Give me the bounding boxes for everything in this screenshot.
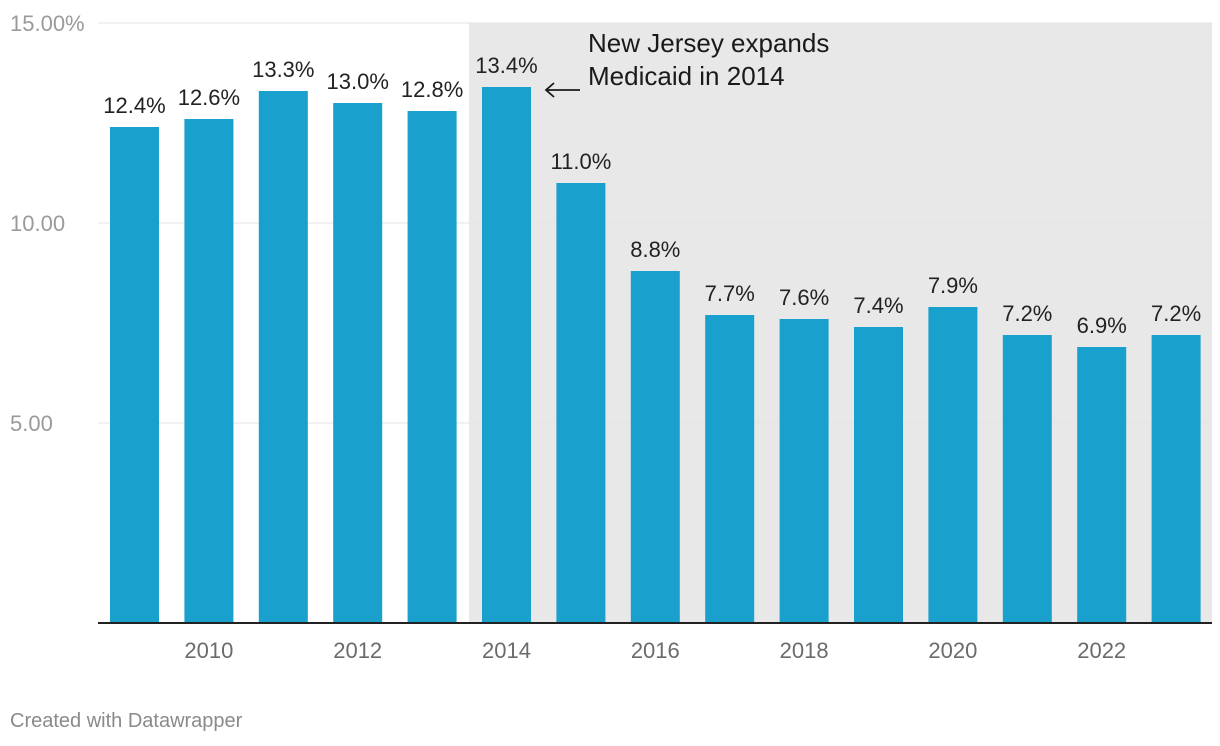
bar-2012 [333, 103, 383, 623]
x-axis-tick-labels: 2010 2012 2014 2016 2018 2020 2022 [184, 638, 1126, 663]
annotation-text-line-1: New Jersey expands [588, 28, 829, 58]
x-tick-label-2012: 2012 [333, 638, 382, 663]
value-label-2014: 13.4% [475, 53, 537, 78]
bars [110, 87, 1201, 623]
bar-2018 [779, 319, 829, 623]
bar-2014 [482, 87, 531, 623]
y-tick-label: 10.00 [10, 211, 65, 236]
x-tick-label-2010: 2010 [184, 638, 233, 663]
credit-text: Created with Datawrapper [10, 710, 243, 732]
bar-2021 [1002, 335, 1052, 623]
bar-2009 [110, 127, 159, 623]
y-tick-label: 15.00% [10, 11, 85, 36]
x-tick-label-2014: 2014 [482, 638, 531, 663]
value-label-2015: 11.0% [551, 149, 612, 174]
value-label-2009: 12.4% [103, 93, 165, 118]
value-label-2012: 13.0% [327, 69, 389, 94]
bar-2019 [854, 327, 903, 623]
value-label-2022: 6.9% [1077, 313, 1127, 338]
bar-value-labels: 12.4% 12.6% 13.3% 13.0% 12.8% 13.4% 11.0% 8.8% 7… [103, 53, 1201, 338]
annotation: New Jersey expands Medicaid in 2014 [544, 28, 829, 98]
value-label-2021: 7.2% [1002, 301, 1052, 326]
bar-2020 [928, 307, 978, 623]
bar-2016 [630, 271, 680, 623]
value-label-2016: 8.8% [630, 237, 680, 262]
bar-2017 [705, 315, 755, 623]
value-label-2020: 7.9% [928, 273, 978, 298]
bar-2010 [184, 119, 234, 623]
x-tick-label-2018: 2018 [780, 638, 829, 663]
x-tick-label-2016: 2016 [631, 638, 680, 663]
value-label-2011: 13.3% [252, 57, 314, 82]
value-label-2018: 7.6% [779, 285, 829, 310]
x-tick-label-2020: 2020 [928, 638, 977, 663]
bar-chart: 5.00 10.00 15.00% 12.4% 12.6% 13.3% 13.0% 12.8… [10, 11, 1212, 663]
bar-2015 [556, 183, 606, 623]
y-axis-tick-labels: 5.00 10.00 15.00% [10, 11, 85, 436]
bar-2013 [407, 111, 457, 623]
value-label-2010: 12.6% [178, 85, 240, 110]
bar-2011 [258, 91, 308, 623]
value-label-2019: 7.4% [853, 293, 903, 318]
value-label-2017: 7.7% [705, 281, 755, 306]
annotation-arrow-icon [544, 82, 580, 98]
bar-2022 [1077, 347, 1127, 623]
bar-2023 [1151, 335, 1201, 623]
y-tick-label: 5.00 [10, 411, 53, 436]
x-tick-label-2022: 2022 [1077, 638, 1126, 663]
annotation-text-line-2: Medicaid in 2014 [588, 61, 785, 91]
value-label-2013: 12.8% [401, 77, 463, 102]
value-label-2023: 7.2% [1151, 301, 1201, 326]
